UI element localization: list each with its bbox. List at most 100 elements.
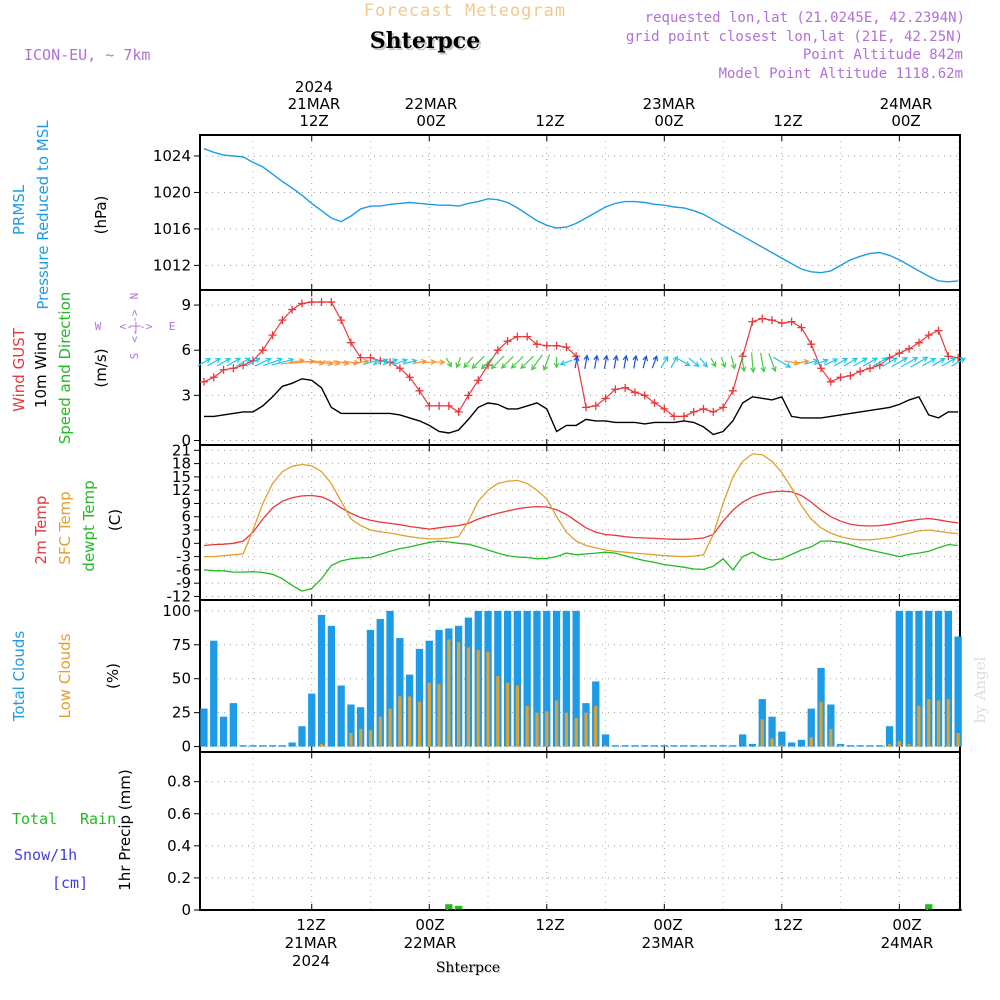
rain-bar	[788, 909, 796, 911]
wind-gust-marker	[513, 332, 522, 341]
y-tick-label: -3	[176, 548, 191, 566]
clouds-unit-label: (%)	[104, 663, 122, 689]
wind-gust-marker	[395, 364, 404, 373]
panel-frame	[199, 289, 961, 446]
clouds-series	[200, 610, 962, 747]
wind-direction-arrow	[760, 352, 767, 373]
y-tick-label: 21	[172, 441, 191, 459]
wind-direction-arrow	[688, 357, 700, 368]
low-clouds-bar	[927, 699, 931, 747]
prmsl-label: PRMSL	[10, 184, 28, 235]
y-tick-label: 12	[172, 481, 191, 499]
wind-gust-marker	[542, 341, 551, 350]
wind-gust-marker	[523, 332, 532, 341]
top-time-labels: 2024 21MAR 12Z 22MAR 00Z 12Z 23MAR 00Z 1…	[288, 78, 933, 130]
low-clouds-bar	[408, 696, 412, 747]
wind-direction-arrow	[216, 357, 232, 367]
wind-direction-arrow	[463, 356, 474, 369]
wind-gust-marker	[758, 314, 767, 323]
wind-direction-arrow	[531, 354, 543, 371]
wind-gust-marker	[865, 364, 874, 373]
wind-gust-marker	[268, 331, 277, 340]
y-tick-label: 1012	[153, 256, 191, 274]
low-clouds-bar	[535, 712, 539, 747]
wind-gust-label: Wind GUST	[10, 327, 28, 412]
wind-gust-marker	[826, 377, 835, 386]
total-clouds-bar	[317, 614, 326, 747]
wind-gust-marker	[895, 349, 904, 358]
temp-dewpt-line	[203, 540, 959, 592]
rain-bar	[876, 909, 884, 911]
rain-bar	[915, 909, 923, 911]
bottom-label-l2: 24MAR	[881, 934, 934, 952]
wind-direction-arrow	[480, 355, 495, 370]
total-clouds-bar	[680, 745, 688, 747]
wind-gust-marker	[317, 298, 326, 307]
y-tick-label: 6	[181, 508, 191, 526]
bottom-label-l1: 00Z	[892, 916, 921, 934]
wind-gust-marker	[356, 353, 365, 362]
rain-bar	[435, 909, 443, 911]
low-clouds-bar	[496, 676, 500, 747]
wind-gust-marker	[278, 316, 287, 325]
model-name: ICON-EU, ~ 7km	[24, 46, 150, 64]
wind-gust-marker	[503, 337, 512, 346]
wind-direction-arrow	[891, 357, 909, 368]
total-clouds-bar	[543, 610, 551, 747]
low-clouds-bar	[956, 733, 960, 747]
temperature-series	[203, 453, 959, 592]
wind-gust-marker	[581, 403, 590, 412]
precip-snow-label: Snow/1h	[14, 846, 77, 864]
wind-gust-marker	[474, 376, 483, 385]
total-clouds-bar	[768, 716, 776, 747]
rain-bar	[523, 909, 531, 911]
bottom-label-l1: 00Z	[415, 916, 444, 934]
compass-west: W	[95, 320, 102, 333]
low-clouds-bar	[760, 719, 764, 747]
wind-direction-arrow	[932, 358, 946, 367]
wind-direction-arrow	[740, 353, 747, 373]
wind-gust-marker	[258, 346, 267, 355]
y-tick-label: 0.6	[167, 805, 191, 823]
y-tick-label: 1020	[153, 183, 191, 201]
wind-direction-arrow	[853, 357, 868, 367]
panel-precip: 0 0.2 0.4 0.6 0.8	[167, 751, 961, 919]
bottom-time-labels: 12Z 21MAR 2024 00Z 22MAR 12Z 00Z 23MAR 1…	[285, 916, 934, 976]
precip-snow-unit-label: [cm]	[52, 874, 88, 892]
wind-direction-arrow	[603, 354, 609, 369]
low-clouds-bar	[515, 685, 519, 747]
prmsl-line	[203, 148, 959, 283]
rain-bar	[954, 909, 962, 911]
total-clouds-bar	[846, 745, 854, 747]
low-clouds-bar	[417, 701, 422, 747]
total-clouds-bar	[601, 734, 610, 747]
wind-series	[197, 298, 966, 436]
low-clouds-bar	[368, 730, 373, 747]
wind-gust-marker	[924, 331, 933, 340]
wind-direction-arrow	[583, 354, 590, 370]
wind-direction-arrow	[433, 359, 446, 366]
total-clouds-bar	[219, 716, 228, 747]
wind-direction-arrow	[372, 358, 389, 366]
wind-gust-marker	[621, 383, 630, 392]
total-clouds-bar	[210, 640, 218, 747]
wind-gust-marker	[454, 407, 463, 416]
wind-10m-line	[204, 378, 959, 436]
low-clouds-bar	[603, 745, 608, 747]
wind-gust-marker	[552, 341, 561, 350]
rain-bar	[739, 909, 747, 911]
y-tick-label: 3	[181, 386, 191, 404]
top-label-l2: 22MAR	[405, 95, 458, 113]
wind-gust-marker	[229, 364, 238, 373]
wind-gust-marker	[817, 364, 826, 373]
wind-gust-marker	[630, 388, 639, 397]
pressure-series	[203, 148, 959, 283]
wind-direction-arrow	[900, 356, 919, 368]
wind-gust-marker	[807, 340, 816, 349]
bottom-label-l1: 12Z	[773, 916, 802, 934]
wind-direction-arrow	[881, 357, 898, 367]
y-tick-label: 0	[181, 534, 191, 552]
compass-arrows-vertical: <-|->	[128, 309, 141, 342]
compass-south: S	[128, 353, 141, 360]
top-label-l2: 24MAR	[880, 95, 933, 113]
